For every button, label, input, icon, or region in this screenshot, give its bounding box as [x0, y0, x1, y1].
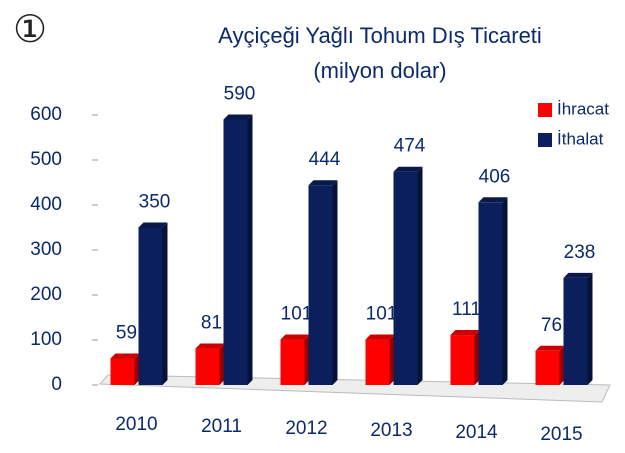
y-tick-label: 400	[30, 194, 62, 215]
x-tick-label: 2012	[285, 418, 327, 439]
data-label: 350	[139, 192, 171, 213]
y-tick-label: 500	[30, 149, 62, 170]
y-tick-label: 200	[30, 284, 62, 305]
data-label: 59	[116, 322, 137, 343]
bar-side	[134, 353, 140, 385]
x-tick-label: 2015	[540, 424, 582, 445]
bar-top	[280, 334, 310, 340]
legend-label: İhracat	[557, 99, 609, 118]
bar	[138, 227, 163, 385]
bar-top	[393, 166, 423, 172]
bar-top	[563, 272, 593, 278]
bar-side	[304, 334, 310, 385]
bar-side	[559, 345, 565, 385]
chart-title: Ayçiçeği Yağlı Tohum Dış Ticareti	[218, 23, 542, 48]
bar-top	[365, 334, 395, 340]
bar-side	[247, 114, 253, 385]
data-label: 444	[309, 149, 341, 170]
legend-swatch	[538, 103, 552, 117]
bar-side	[587, 272, 593, 385]
bar-top	[110, 353, 140, 359]
data-label: 238	[564, 242, 596, 263]
bar	[478, 202, 503, 385]
bar-side	[474, 330, 480, 385]
data-label: 101	[281, 304, 313, 325]
data-label: 474	[394, 136, 426, 157]
floor	[98, 374, 611, 403]
x-tick-label: 2010	[115, 414, 157, 435]
y-tick-label: 600	[30, 104, 62, 125]
bar-top	[308, 180, 338, 186]
y-tick-label: 0	[51, 374, 62, 395]
data-label: 406	[479, 166, 511, 187]
bar-top	[450, 330, 480, 336]
bar-side	[389, 334, 395, 385]
bar-top	[223, 114, 253, 120]
bar-side	[219, 343, 225, 385]
bar-top	[478, 197, 508, 203]
y-tick-label: 300	[30, 239, 62, 260]
bar-side	[502, 197, 508, 385]
y-tick-label: 100	[30, 329, 62, 350]
legend-swatch	[538, 133, 552, 147]
data-label: 101	[366, 304, 398, 325]
legend-label: İthalat	[557, 129, 604, 148]
x-tick-label: 2014	[455, 422, 498, 443]
x-tick-label: 2013	[370, 420, 412, 441]
bar-side	[162, 222, 168, 385]
bar	[280, 339, 305, 385]
bar	[393, 171, 418, 385]
chart-subtitle: (milyon dolar)	[313, 58, 446, 83]
bar	[450, 335, 475, 385]
bar	[223, 119, 248, 385]
bar	[110, 358, 135, 385]
bar-side	[417, 166, 423, 385]
data-label: 111	[452, 299, 481, 320]
marker: ①	[13, 9, 47, 51]
data-label: 590	[224, 84, 256, 105]
bar	[195, 348, 220, 385]
bar-top	[195, 343, 225, 349]
bar-side	[332, 180, 338, 385]
bar-top	[535, 345, 565, 351]
x-tick-label: 2011	[201, 416, 242, 437]
bar	[308, 185, 333, 385]
data-label: 81	[201, 313, 222, 334]
bar	[563, 277, 588, 385]
bar	[365, 339, 390, 385]
bar-top	[138, 222, 168, 228]
data-label: 76	[541, 315, 562, 336]
bar	[535, 350, 560, 385]
